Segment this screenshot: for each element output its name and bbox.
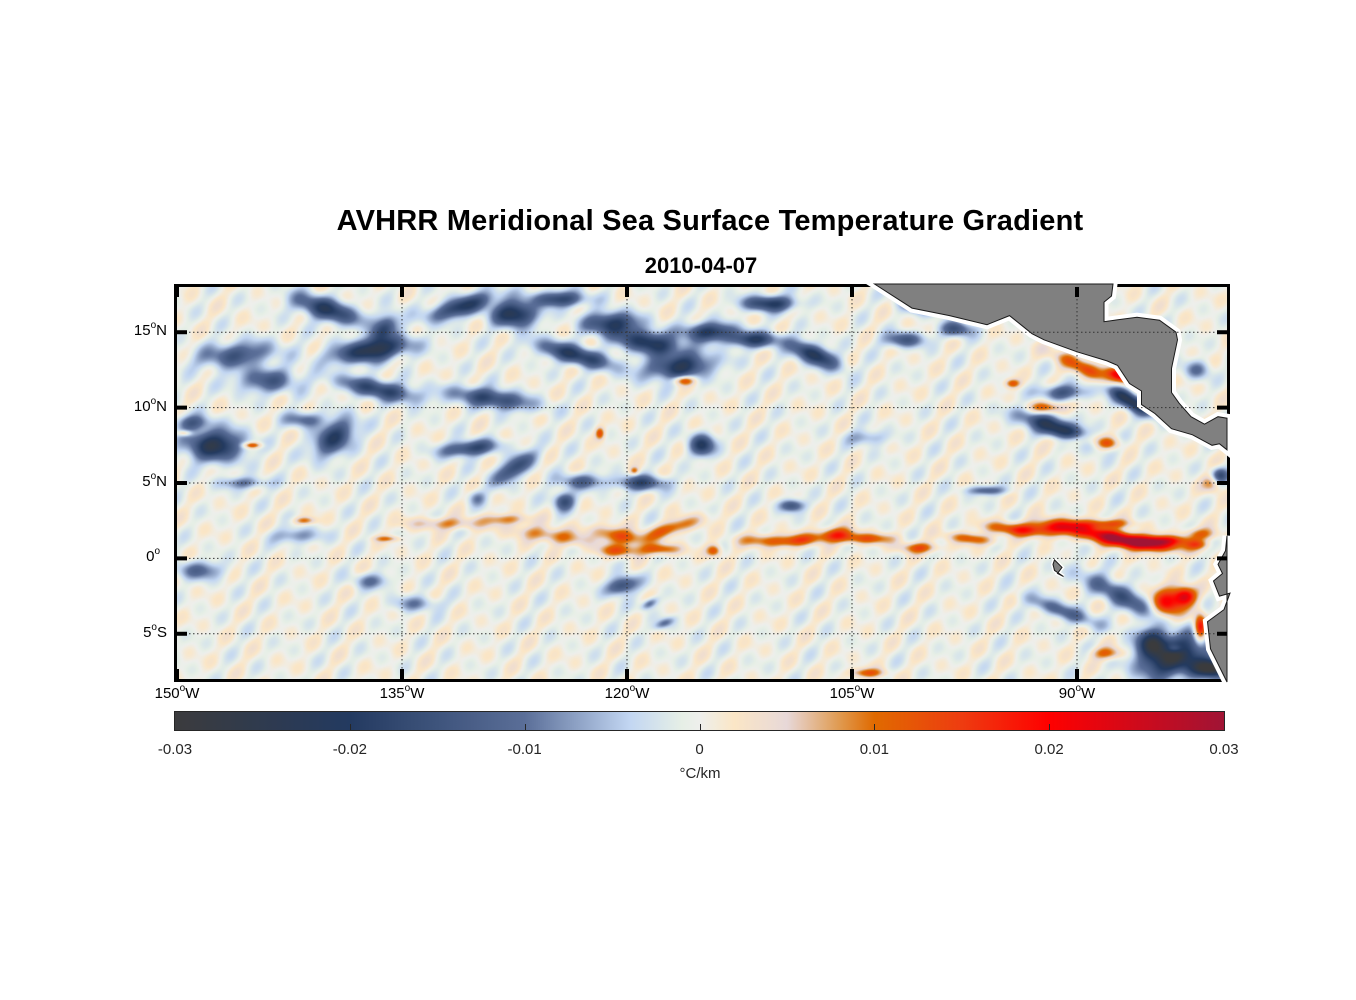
hemisphere: W: [635, 685, 650, 702]
degree-symbol: o: [151, 621, 157, 633]
colorbar-tick-label: -0.01: [507, 741, 542, 758]
degree-symbol: o: [154, 546, 160, 558]
x-tick-label: 150oW: [137, 683, 217, 702]
y-tick-label: 5oN: [107, 471, 167, 490]
colorbar-tick-label: 0.03: [1209, 741, 1239, 758]
map-overlay: [175, 279, 1238, 685]
degree-symbol: o: [150, 320, 157, 332]
hemisphere: N: [156, 322, 167, 340]
tick-number: 0: [146, 548, 155, 566]
colorbar-tick-label: 0: [695, 741, 704, 758]
land-galapagos: [1052, 558, 1064, 577]
colorbar-tick-label: -0.03: [157, 741, 193, 758]
y-tick-label: 0o: [100, 546, 160, 566]
colorbar-tick: [1049, 724, 1051, 730]
degree-symbol: o: [404, 683, 411, 694]
colorbar-unit-label: °C/km: [679, 765, 721, 782]
tick-number: 10: [133, 397, 151, 415]
hemisphere: W: [860, 685, 875, 702]
x-tick-label: 120oW: [587, 683, 667, 702]
colorbar-tick-label: 0.01: [859, 741, 889, 758]
x-tick-label: 135oW: [362, 683, 442, 702]
tick-number: 15: [133, 322, 151, 340]
tick-number: 120: [604, 685, 630, 702]
y-tick-label: 10oN: [107, 395, 167, 415]
colorbar-tick: [524, 724, 526, 730]
degree-symbol: o: [854, 683, 861, 694]
hemisphere: W: [410, 685, 425, 702]
chart-subtitle: 2010-04-07: [644, 253, 758, 278]
colorbar-tick: [349, 724, 351, 730]
degree-symbol: o: [179, 683, 186, 694]
hemisphere: W: [185, 685, 200, 702]
tick-number: 135: [379, 685, 405, 702]
colorbar-tick-label: 0.02: [1034, 741, 1064, 758]
hemisphere: N: [156, 473, 167, 490]
x-tick-label: 105oW: [812, 683, 892, 702]
x-tick-label: 90oW: [1037, 683, 1117, 702]
hemisphere: W: [1081, 685, 1096, 702]
hemisphere: N: [156, 397, 167, 415]
colorbar-tick: [874, 724, 876, 730]
chart-title: AVHRR Meridional Sea Surface Temperature…: [336, 205, 1084, 237]
colorbar: [174, 711, 1225, 731]
degree-symbol: o: [150, 471, 157, 482]
degree-symbol: o: [1075, 683, 1082, 694]
hemisphere: S: [156, 623, 167, 641]
tick-number: 5: [142, 473, 151, 490]
land-central-america: [872, 283, 1228, 451]
y-tick-label: 5oS: [107, 621, 167, 641]
tick-number: 90: [1058, 685, 1076, 702]
tick-number: 105: [829, 685, 855, 702]
colorbar-tick-label: -0.02: [332, 741, 367, 758]
tick-number: 150: [154, 685, 180, 702]
degree-symbol: o: [629, 683, 636, 694]
land-south-america: [1206, 535, 1231, 683]
degree-symbol: o: [150, 395, 157, 407]
colorbar-tick: [699, 724, 701, 730]
tick-number: 5: [143, 623, 152, 641]
map-axes: [174, 279, 1238, 685]
y-tick-label: 15oN: [107, 320, 167, 340]
